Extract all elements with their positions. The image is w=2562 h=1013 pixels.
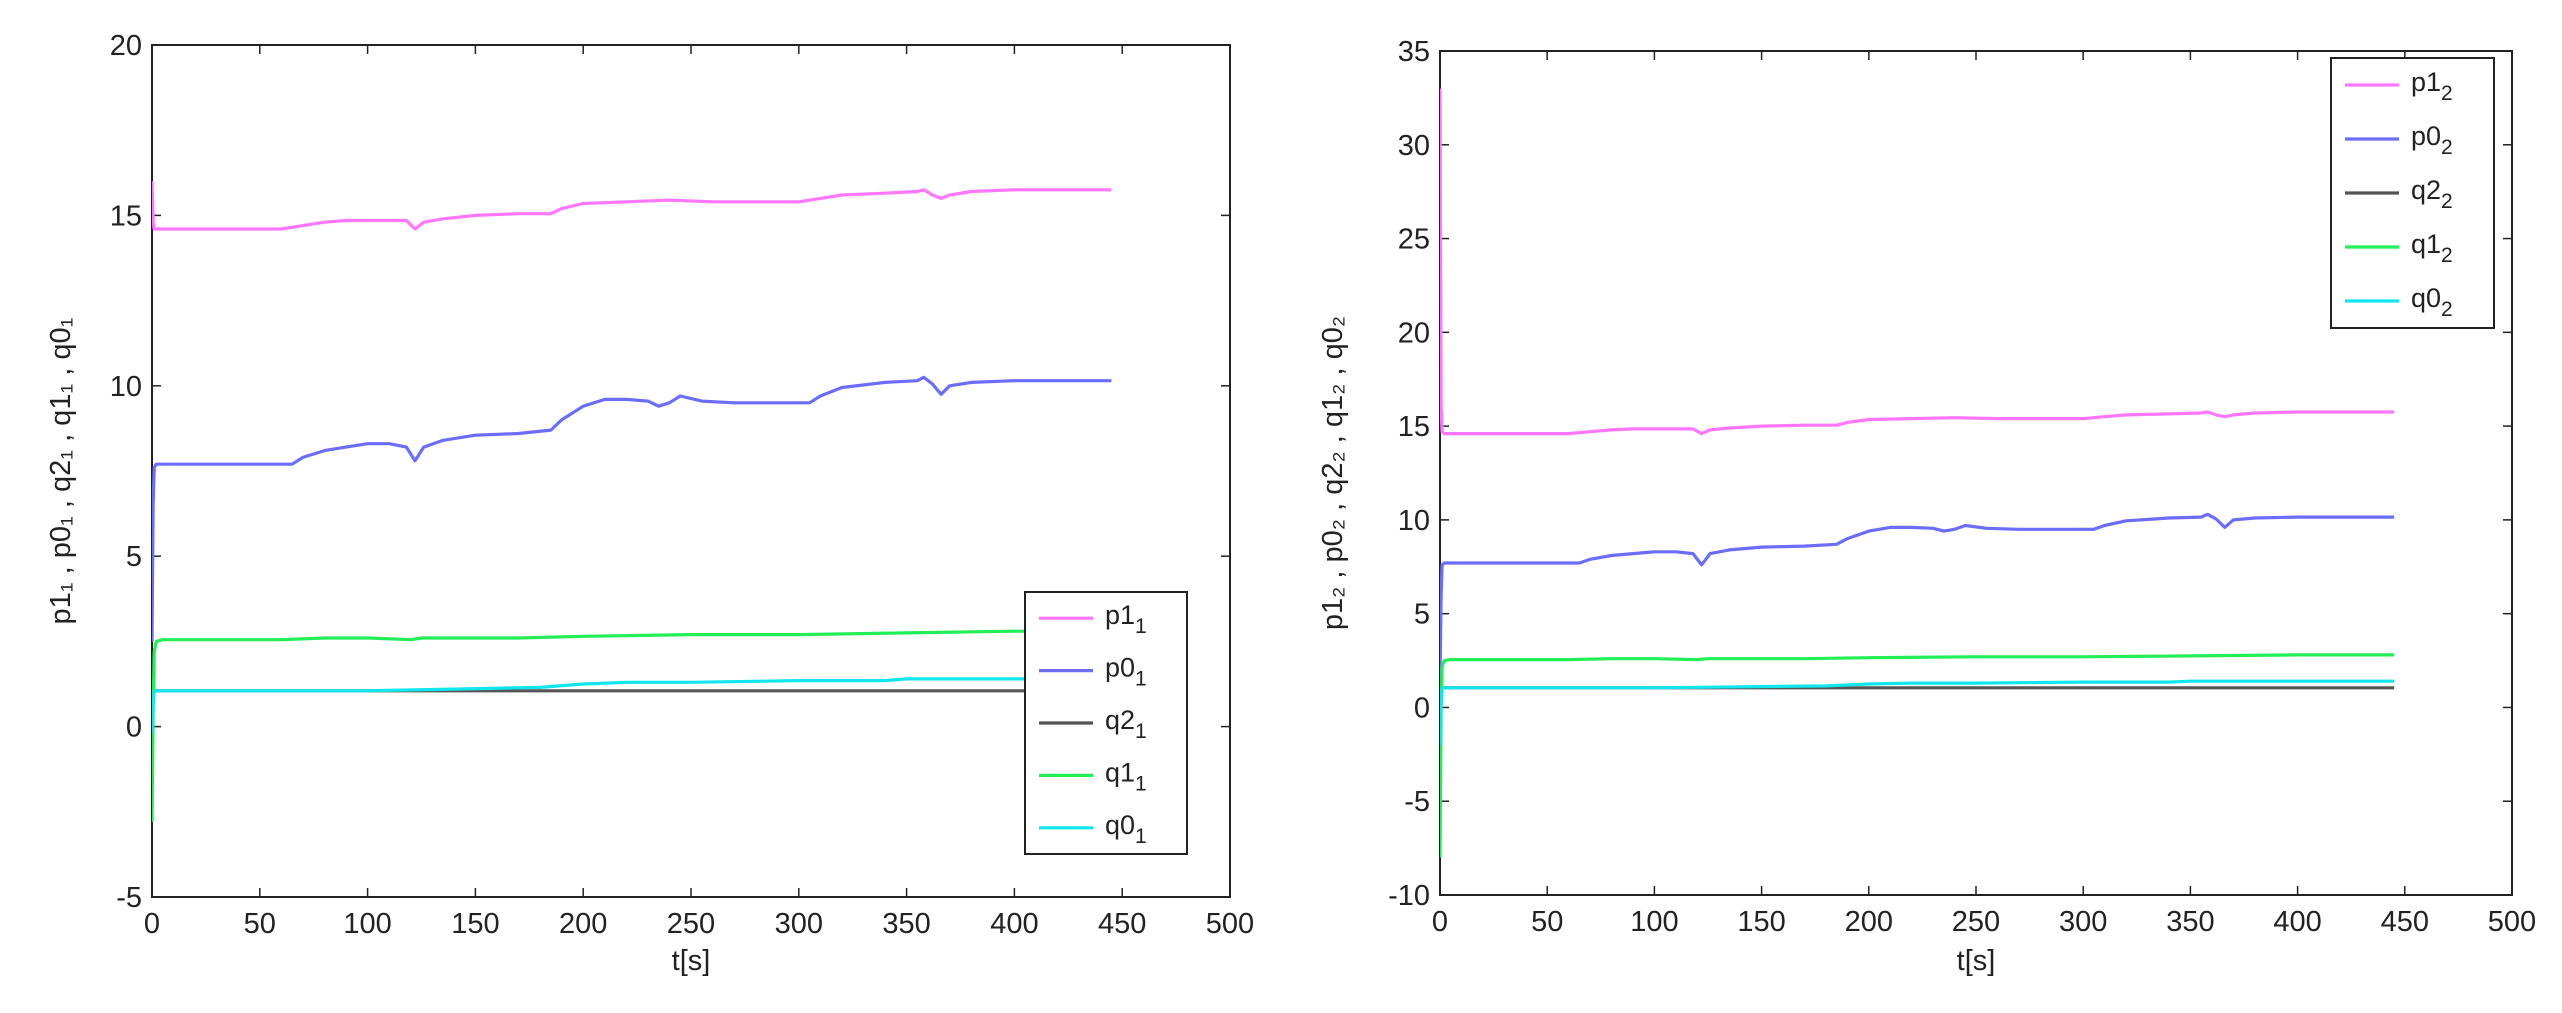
- x-tick-label: 400: [2273, 906, 2321, 938]
- y-tick-label: 0: [126, 712, 142, 744]
- series-line-1: [1440, 512, 2395, 680]
- x-axis-label: t[s]: [1957, 945, 1996, 977]
- series-line-0: [1440, 88, 2395, 436]
- x-tick-label: 450: [1098, 908, 1146, 940]
- y-tick-label: 5: [1414, 599, 1430, 631]
- legend-label: q02: [2411, 283, 2453, 321]
- y-tick-label: 15: [110, 200, 142, 232]
- legend-label: p12: [2411, 67, 2453, 105]
- x-tick-label: 50: [1531, 906, 1563, 938]
- x-tick-label: 400: [990, 908, 1038, 940]
- y-tick-label: 5: [126, 541, 142, 573]
- x-tick-label: 350: [2166, 906, 2214, 938]
- x-axis-label: t[s]: [672, 945, 711, 977]
- x-tick-label: 250: [667, 908, 715, 940]
- y-axis-label: p1₁ , p0₁ , q2₁ , q1₁ , q0₁: [45, 317, 77, 624]
- legend-label: q21: [1105, 705, 1147, 743]
- legend-label: p11: [1105, 600, 1147, 638]
- chart-left: 0 50 100 150 200 250 300 350 400 450 500-505101520…: [45, 30, 1254, 977]
- x-tick-label: 200: [1845, 906, 1893, 938]
- x-tick-label: 0: [144, 908, 160, 940]
- legend: p12 p02 q22 q12 q02: [2330, 57, 2495, 329]
- legend-label: q12: [2411, 229, 2453, 267]
- series-line-1: [152, 375, 1112, 642]
- x-tick-label: 200: [559, 908, 607, 940]
- series-line-3: [152, 629, 1112, 823]
- series-line-4: [152, 677, 1112, 734]
- y-tick-label: 30: [1398, 130, 1430, 162]
- x-tick-label: 250: [1952, 906, 2000, 938]
- legend-label: p01: [1105, 653, 1147, 691]
- x-tick-label: 450: [2381, 906, 2429, 938]
- series-line-3: [1440, 653, 2395, 858]
- y-tick-label: 0: [1414, 692, 1430, 724]
- y-tick-label: 25: [1398, 224, 1430, 256]
- legend-label: q22: [2411, 175, 2453, 213]
- y-tick-label: 10: [1398, 505, 1430, 537]
- series-line-0: [152, 181, 1112, 231]
- x-tick-label: 150: [451, 908, 499, 940]
- chart-right: 0 50 100 150 200 250 300 350 400 450 500 -10 -5 0 5 10 1…: [1317, 36, 2536, 977]
- y-tick-label: 20: [110, 30, 142, 62]
- x-tick-label: 500: [1206, 908, 1254, 940]
- y-tick-label: 10: [110, 371, 142, 403]
- series-line-4: [1440, 679, 2395, 746]
- x-tick-label: 300: [775, 908, 823, 940]
- legend: p11 p01 q21 q11 q01: [1024, 591, 1188, 855]
- legend-label: q11: [1105, 757, 1147, 795]
- x-tick-label: 100: [1630, 906, 1678, 938]
- y-tick-label: 35: [1398, 36, 1430, 68]
- y-tick-label: -10: [1388, 880, 1430, 912]
- y-axis-label: p1₂ , p0₂ , q2₂ , q1₂ , q0₂: [1317, 316, 1349, 630]
- y-tick-label: 15: [1398, 411, 1430, 443]
- x-tick-label: 500: [2488, 906, 2536, 938]
- x-tick-label: 150: [1737, 906, 1785, 938]
- y-tick-label: 20: [1398, 317, 1430, 349]
- x-tick-label: 0: [1432, 906, 1448, 938]
- x-tick-label: 100: [343, 908, 391, 940]
- legend-label: q01: [1105, 810, 1147, 848]
- legend-label: p02: [2411, 121, 2453, 159]
- y-tick-label: -5: [116, 882, 142, 914]
- x-tick-label: 350: [882, 908, 930, 940]
- x-tick-label: 300: [2059, 906, 2107, 938]
- x-tick-label: 50: [244, 908, 276, 940]
- y-tick-label: -5: [1404, 786, 1430, 818]
